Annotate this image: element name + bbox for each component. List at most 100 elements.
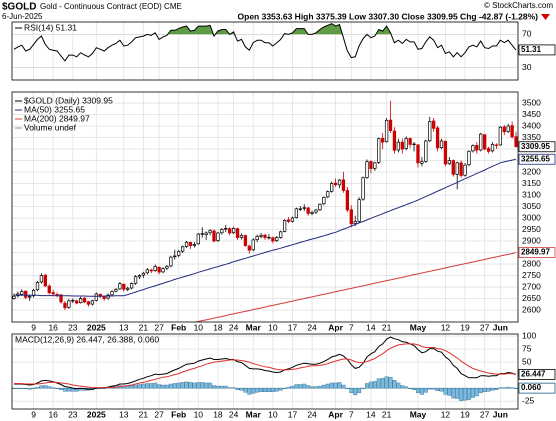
candle-body [377, 138, 381, 163]
histogram-bar [353, 387, 358, 396]
candle-body [24, 290, 28, 298]
candle-body [400, 141, 404, 150]
symbol: $GOLD [2, 2, 36, 13]
candle-body [204, 232, 208, 235]
x-tick-label: 24 [229, 409, 239, 419]
candle-body [463, 164, 467, 176]
histogram-bar [149, 383, 154, 389]
x-tick-label: 14 [366, 322, 376, 332]
histogram-bar [47, 386, 52, 389]
x-tick-label: May [410, 409, 427, 419]
candle-body [369, 161, 373, 169]
candle-body [384, 119, 389, 143]
candle-body [428, 121, 432, 142]
candle-body [94, 293, 98, 301]
candle-body [141, 272, 146, 276]
x-tick-label: 24 [229, 322, 239, 332]
x-tick-label: 23 [68, 322, 78, 332]
legend-label: RSI(14) 51.31 [24, 22, 77, 32]
histogram-bar [27, 387, 32, 390]
candle-body [373, 162, 377, 169]
candle-body [114, 288, 118, 292]
histogram-bar [486, 387, 491, 392]
candle-body [110, 291, 114, 296]
histogram-bar [247, 387, 252, 395]
histogram-bar [231, 387, 236, 389]
histogram-bar [168, 383, 173, 389]
value-tag-label: 3309.95 [521, 142, 550, 151]
histogram-bar [55, 387, 60, 389]
histogram-bar [451, 387, 456, 399]
legend-label: $GOLD (Daily) 3309.95 [24, 95, 113, 105]
candle-body [330, 183, 334, 192]
candle-body [490, 144, 495, 152]
candle-body [173, 255, 177, 258]
histogram-bar [15, 387, 20, 389]
histogram-bar [443, 387, 448, 395]
histogram-bar [39, 385, 44, 389]
histogram-bar [482, 387, 487, 393]
histogram-bar [514, 387, 519, 389]
down-arrow [541, 14, 550, 20]
value-tag-label: 51.31 [521, 45, 542, 54]
candle-body [279, 231, 283, 238]
histogram-bar [176, 382, 181, 389]
candle-body [212, 230, 216, 242]
candle-body [486, 148, 491, 152]
candle-body [157, 266, 161, 273]
histogram-bar [384, 376, 389, 389]
histogram-bar [357, 387, 362, 394]
x-tick-label: 2025 [87, 409, 106, 419]
line [14, 343, 517, 389]
candle-body [51, 292, 55, 295]
candle-body [459, 162, 463, 176]
y-tick-label: 3350 [522, 132, 541, 142]
line [14, 158, 517, 297]
histogram-bar [133, 384, 138, 389]
candle-body [224, 228, 228, 230]
histogram-bar [141, 383, 146, 389]
candle-body [35, 282, 40, 291]
x-tick-label: 19 [460, 322, 470, 332]
histogram-bar [66, 387, 71, 392]
candle-body [318, 203, 322, 211]
candle-body [475, 145, 479, 151]
histogram-bar [137, 384, 142, 389]
candle-body [451, 160, 455, 175]
candle-body [192, 244, 197, 246]
histogram-bar [243, 387, 248, 393]
legend-label: MA(200) 2849.97 [24, 113, 90, 123]
histogram-bar [380, 378, 385, 389]
y-tick-label: 3500 [522, 97, 541, 107]
histogram-bar [408, 387, 413, 389]
candle-body [133, 276, 138, 284]
candle-body [235, 228, 240, 238]
x-tick-label: 18 [213, 322, 223, 332]
candle-body [455, 162, 459, 175]
candle-body [326, 191, 330, 198]
x-tick-label: 13 [119, 409, 129, 419]
candle-body [467, 150, 471, 166]
y-tick-label: 2950 [522, 224, 541, 234]
candle-body [169, 256, 173, 267]
histogram-bar [333, 382, 338, 389]
histogram-bar [212, 385, 216, 389]
histogram-bar [239, 387, 244, 391]
candle-body [129, 283, 134, 289]
candle-body [145, 269, 149, 274]
histogram-bar [290, 385, 295, 389]
histogram-bar [376, 378, 381, 389]
histogram-bar [208, 382, 213, 389]
candle-body [243, 235, 248, 246]
candle-body [20, 291, 24, 295]
candle-body [59, 294, 63, 303]
y-tick-label: 100 [522, 330, 536, 340]
value-tag [518, 382, 556, 394]
instrument-name: Gold - Continuous Contract (EOD) CME [40, 2, 182, 11]
x-tick-label: 10 [268, 409, 278, 419]
candle-body [388, 119, 393, 131]
histogram-bar [314, 386, 318, 389]
y-tick-label: 3100 [522, 189, 541, 199]
line [13, 23, 517, 62]
candle-body [75, 300, 79, 304]
